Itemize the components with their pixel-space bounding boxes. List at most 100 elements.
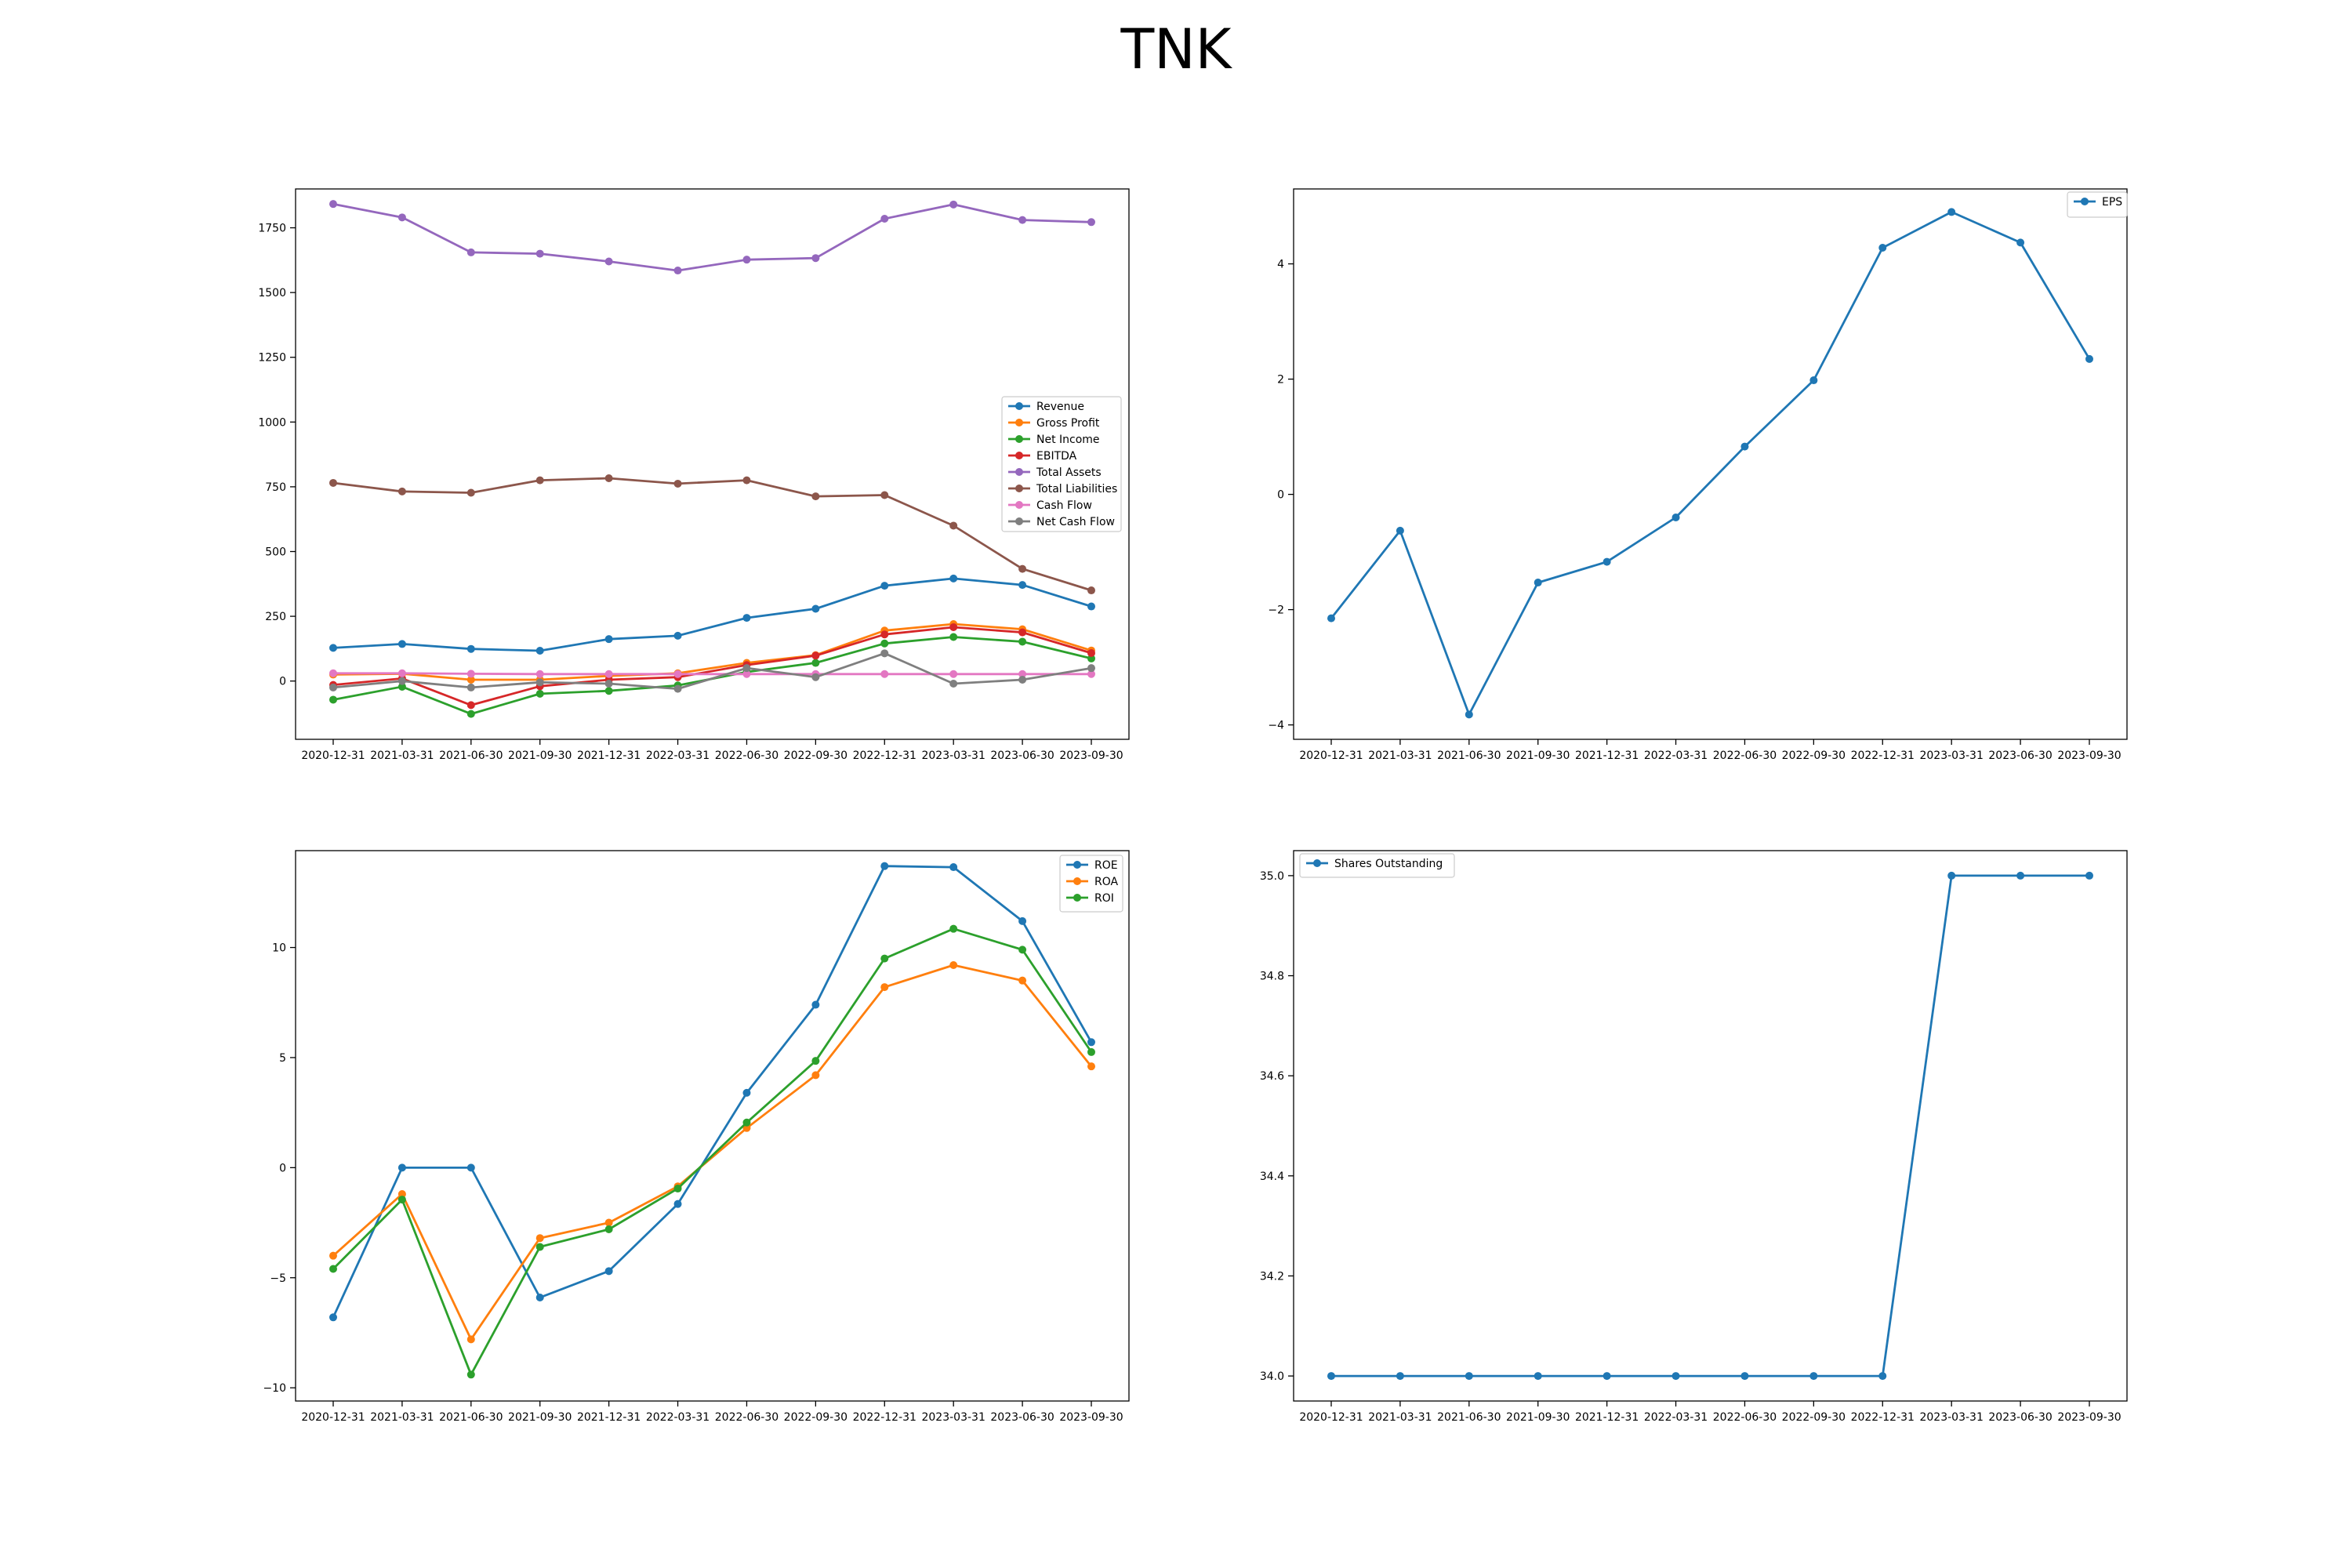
x-tick-label: 2023-03-31 (1919, 1411, 1983, 1424)
revenue-point (673, 631, 682, 640)
legend-label-ebitda: EBITDA (1036, 450, 1077, 463)
net-cash-flow-point (535, 678, 544, 687)
x-tick-label: 2022-09-30 (784, 750, 848, 762)
roa-point (880, 983, 889, 992)
net-income-point (535, 689, 544, 698)
x-tick-label: 2020-12-31 (301, 750, 365, 762)
ebitda-line (332, 626, 1092, 706)
shares-outstanding-point (1947, 871, 1956, 880)
legend-label-roa: ROA (1094, 876, 1119, 888)
cash-flow-point (1087, 670, 1095, 678)
shares-outstanding-line (1331, 874, 2089, 1377)
net-cash-flow-point (466, 683, 475, 691)
legend: Shares Outstanding (1299, 853, 1455, 878)
legend-label-roi: ROI (1094, 892, 1114, 905)
y-tick-label: 1250 (258, 352, 286, 365)
net-income-point (397, 682, 406, 691)
y-tick-label: 5 (279, 1052, 286, 1065)
shares-outstanding-point (1327, 1372, 1335, 1381)
roa-point (535, 1234, 544, 1243)
ebitda-point (1018, 628, 1027, 637)
x-tick-label: 2022-12-31 (853, 1411, 916, 1424)
x-tick-label: 2021-03-31 (370, 1411, 434, 1424)
x-tick-label: 2022-06-30 (715, 750, 779, 762)
revenue-point (742, 614, 751, 622)
shares-outstanding-point (1878, 1372, 1887, 1381)
total-liabilities-point (604, 474, 613, 483)
y-tick-label: 500 (265, 546, 286, 558)
revenue-point (1087, 602, 1095, 611)
net-cash-flow-line (332, 652, 1092, 690)
y-tick-label: 4 (1277, 259, 1284, 271)
legend-marker-roi (1073, 894, 1081, 902)
total-liabilities-line (332, 477, 1092, 592)
x-tick-label: 2022-09-30 (1782, 1411, 1846, 1424)
legend-marker-roe (1073, 861, 1081, 869)
x-tick-label: 2022-12-31 (853, 750, 916, 762)
legend-marker-shares-outstanding (1313, 859, 1321, 867)
legend-label-eps: EPS (2102, 196, 2122, 209)
y-tick-label: 750 (265, 481, 286, 494)
legend: Revenue Gross Profit Net Income EBITDA Total… (1001, 396, 1122, 532)
legend-label-gross-profit: Gross Profit (1036, 417, 1100, 430)
legend-marker-eps (2081, 198, 2089, 205)
y-tick-label: 1750 (258, 223, 286, 235)
eps-line (1330, 210, 2091, 716)
eps-chart: 2020-12-31 2021-03-31 2021-06-30 2021-09-30… (1268, 188, 2128, 762)
x-tick-label: 2022-03-31 (646, 750, 710, 762)
legend-label-net-cash-flow: Net Cash Flow (1036, 516, 1115, 528)
shares-outstanding-point (1396, 1372, 1404, 1381)
cash-flow-point (949, 670, 958, 678)
eps-point (1602, 557, 1611, 566)
x-tick-label: 2021-09-30 (508, 1411, 572, 1424)
roi-point (880, 954, 889, 963)
total-assets-point (949, 200, 958, 209)
net-income-point (466, 710, 475, 718)
x-tick-label: 2021-03-31 (1368, 1411, 1432, 1424)
y-tick-label: 34.4 (1260, 1171, 1284, 1183)
roe-point (1018, 916, 1027, 925)
total-assets-point (604, 257, 613, 266)
net-cash-flow-point (397, 677, 406, 685)
revenue-point (329, 644, 337, 652)
legend-marker-net-income (1015, 435, 1023, 443)
y-tick-label: 34.2 (1260, 1270, 1284, 1283)
cash-flow-point (1018, 670, 1027, 678)
roe-line (332, 865, 1093, 1318)
legend-marker-roa (1073, 877, 1081, 885)
legend-marker-total-liabilities (1015, 485, 1023, 492)
x-tick-label: 2020-12-31 (1299, 1411, 1363, 1424)
y-tick-label: 0 (279, 1162, 286, 1174)
net-cash-flow-point (880, 649, 889, 658)
shares-outstanding-point (1671, 1372, 1680, 1381)
x-tick-label: 2023-09-30 (2057, 750, 2121, 762)
ebitda-point (466, 701, 475, 710)
y-tick-label: 34.0 (1260, 1370, 1284, 1383)
plot-frame (1293, 188, 2128, 740)
total-assets-point (673, 267, 682, 275)
cash-flow-point (742, 670, 751, 678)
net-cash-flow-point (742, 664, 751, 673)
total-liabilities-point (811, 492, 820, 501)
shares-outstanding-point (2016, 871, 2025, 880)
x-tick-label: 2020-12-31 (301, 1411, 365, 1424)
revenue-line (332, 577, 1092, 652)
net-income-point (880, 639, 889, 648)
roe-point (880, 862, 889, 870)
roi-line (332, 927, 1093, 1376)
y-tick-label: 2 (1277, 374, 1284, 387)
roa-point (811, 1071, 820, 1080)
x-tick-label: 2020-12-31 (1299, 750, 1363, 762)
roe-point (742, 1088, 751, 1097)
roa-point (604, 1218, 613, 1227)
revenue-point (1018, 581, 1027, 590)
total-assets-line (332, 202, 1092, 272)
legend-marker-net-cash-flow (1015, 517, 1023, 525)
roi-point (466, 1370, 475, 1379)
legend: EPS (2067, 191, 2128, 218)
total-liabilities-point (329, 478, 337, 487)
total-assets-point (466, 248, 475, 256)
x-tick-label: 2021-03-31 (1368, 750, 1432, 762)
total-liabilities-point (535, 476, 544, 485)
roi-point (1087, 1047, 1095, 1056)
